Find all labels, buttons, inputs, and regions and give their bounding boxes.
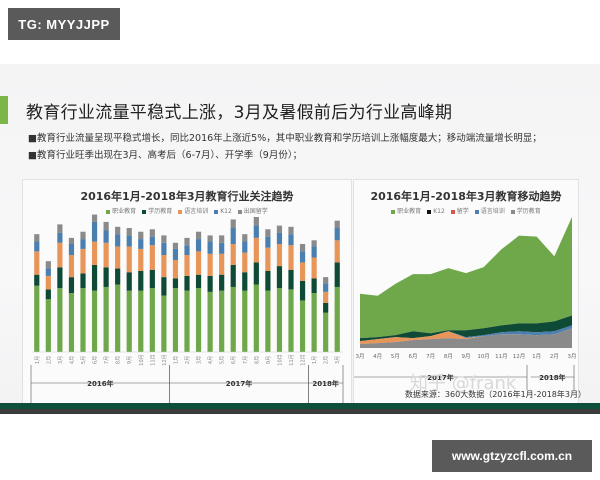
footer-band-dark	[0, 409, 600, 414]
data-source-note: 数据来源：360大数据（2016年1月-2018年3月）	[404, 390, 586, 399]
legend-item: 语言培训	[178, 208, 208, 215]
slide-title: 教育行业流量平稳式上涨，3月及暑假前后为行业高峰期	[26, 103, 453, 123]
svg-text:2016年: 2016年	[87, 379, 113, 388]
svg-text:8月: 8月	[116, 356, 122, 364]
svg-text:7月: 7月	[426, 353, 435, 360]
svg-text:4月: 4月	[373, 353, 382, 360]
svg-text:2月: 2月	[46, 356, 52, 364]
svg-text:4月: 4月	[69, 356, 75, 364]
svg-text:1月: 1月	[532, 353, 541, 360]
svg-text:10月: 10月	[277, 354, 283, 365]
area-chart-panel: 2016年1月-2018年3月教育移动趋势 职业教育 K12 留学 语言培训 学历教育 …	[353, 179, 579, 409]
site-url-tag: www.gtzyzcfl.com.cn	[432, 440, 592, 472]
svg-text:2018年: 2018年	[312, 379, 338, 388]
svg-text:7月: 7月	[243, 356, 249, 364]
svg-text:3月: 3月	[197, 356, 203, 364]
svg-text:4月: 4月	[208, 356, 214, 364]
area-chart-plot: 3月 4月 5月 6月 7月 8月 9月 10月 11月 12月 1月 2月 3月 2017年 2018年	[354, 216, 577, 390]
legend-item: 语言培训	[474, 208, 505, 215]
svg-text:1月: 1月	[173, 356, 179, 364]
legend-item: 留学	[450, 208, 469, 215]
bar-chart-plot: 1月 2月 3月 4月 5月 6月 7月 8月 9月 10月 11月 12月 1月 2月 3月 4月 5月 6月 7…	[30, 214, 344, 405]
svg-text:6月: 6月	[409, 353, 418, 360]
svg-text:11月: 11月	[150, 354, 156, 365]
svg-text:12月: 12月	[301, 354, 307, 365]
svg-text:3月: 3月	[335, 356, 341, 364]
svg-text:3月: 3月	[356, 353, 365, 360]
svg-text:2018年: 2018年	[539, 373, 565, 382]
svg-text:10月: 10月	[477, 353, 490, 360]
svg-text:6月: 6月	[93, 356, 99, 364]
svg-text:2017年: 2017年	[427, 373, 453, 382]
svg-text:10月: 10月	[139, 354, 145, 365]
svg-text:8月: 8月	[254, 356, 260, 364]
legend-item: 出国留学	[237, 208, 268, 215]
svg-text:8月: 8月	[444, 353, 453, 360]
legend-item: K12	[214, 208, 232, 215]
area-chart-legend: 职业教育 K12 留学 语言培训 学历教育	[354, 206, 578, 215]
svg-text:12月: 12月	[513, 353, 526, 360]
slide: 教育行业流量平稳式上涨，3月及暑假前后为行业高峰期 ■教育行业流量呈现平稳式增长…	[0, 64, 600, 414]
svg-text:2017年: 2017年	[226, 379, 252, 388]
legend-item: 职业教育	[391, 208, 421, 215]
svg-text:7月: 7月	[104, 356, 110, 364]
svg-text:2月: 2月	[550, 353, 559, 360]
svg-text:1月: 1月	[35, 356, 41, 364]
svg-text:6月: 6月	[231, 356, 237, 364]
legend-item: K12	[427, 208, 445, 215]
bullet-list: ■教育行业流量呈现平稳式增长，同比2016年上涨近5%，其中职业教育和学历培训上…	[28, 130, 542, 164]
svg-text:11月: 11月	[495, 353, 508, 360]
bar-chart-panel: 2016年1月-2018年3月教育行业关注趋势 职业教育 学历教育 语言培训 K12 出…	[22, 179, 352, 409]
bullet-item: ■教育行业旺季出现在3月、高考后（6-7月）、开学季（9月份）；	[28, 150, 303, 161]
bar-chart-legend: 职业教育 学历教育 语言培训 K12 出国留学	[23, 206, 351, 215]
svg-text:5月: 5月	[220, 356, 226, 364]
svg-text:3月: 3月	[568, 353, 577, 360]
svg-text:3月: 3月	[58, 356, 64, 364]
title-accent-bar	[0, 96, 8, 124]
svg-text:11月: 11月	[289, 354, 295, 365]
area-chart-title: 2016年1月-2018年3月教育移动趋势	[370, 190, 562, 203]
svg-text:2月: 2月	[185, 356, 191, 364]
svg-text:12月: 12月	[162, 354, 168, 365]
legend-item: 学历教育	[142, 208, 172, 215]
zhihu-watermark: 知乎 @frank	[410, 373, 517, 394]
svg-text:9月: 9月	[462, 353, 471, 360]
bar-chart-title: 2016年1月-2018年3月教育行业关注趋势	[80, 190, 294, 203]
watermark-tag: TG: MYYJJPP	[8, 8, 120, 40]
svg-text:9月: 9月	[266, 356, 272, 364]
svg-text:1月: 1月	[312, 356, 318, 364]
svg-text:9月: 9月	[127, 356, 133, 364]
bullet-item: ■教育行业流量呈现平稳式增长，同比2016年上涨近5%，其中职业教育和学历培训上…	[28, 133, 542, 144]
svg-text:5月: 5月	[81, 356, 87, 364]
legend-item: 职业教育	[106, 208, 136, 215]
svg-text:5月: 5月	[391, 353, 400, 360]
svg-text:2月: 2月	[324, 356, 330, 364]
footer-band	[0, 403, 600, 409]
legend-item: 学历教育	[510, 208, 541, 215]
